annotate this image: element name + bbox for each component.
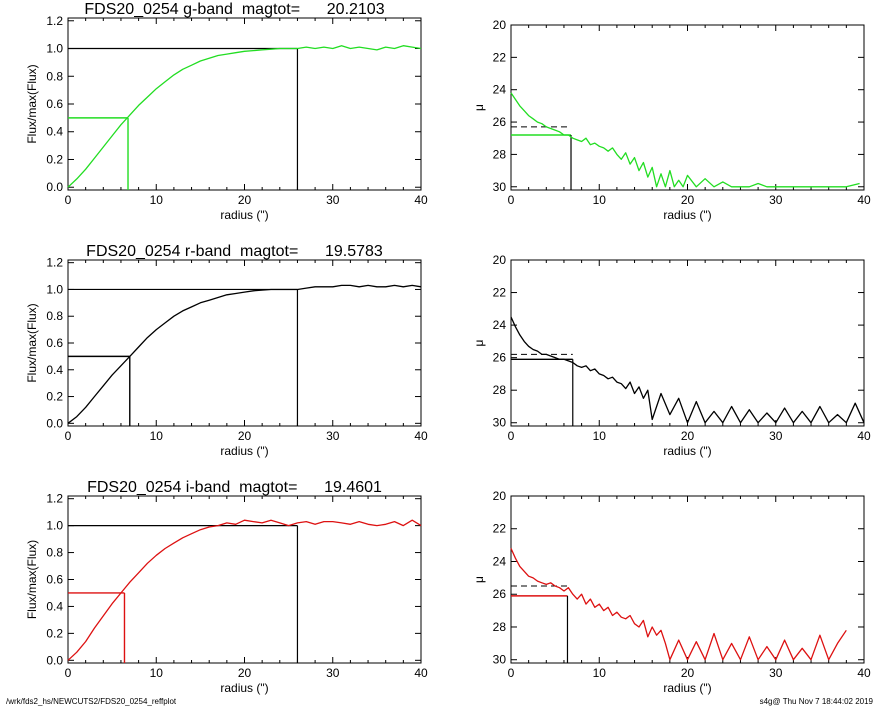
panel-i-growth-ytick-label: 0.6	[46, 573, 63, 587]
panel-r-growth-series-line	[67, 284, 422, 424]
panel-i-surface-brightness-xlabel: radius (")	[663, 681, 711, 695]
panel-r-surface-brightness-frame	[510, 259, 865, 427]
panel-g-growth-xtick-label: 0	[65, 193, 72, 207]
panel-g-surface-brightness-ylabel: μ	[472, 104, 486, 111]
panel-r-surface-brightness-xtick-label: 10	[593, 429, 607, 443]
panel-r-growth-ytick-label: 0.0	[46, 416, 63, 430]
panel-i-growth-frame	[67, 495, 422, 664]
panel-i-growth-ytick-label: 0.4	[46, 599, 63, 613]
panel-g-surface-brightness-xtick-label: 0	[508, 193, 515, 207]
panel-g-surface-brightness-xtick-label: 20	[681, 193, 695, 207]
panel-i-growth-ytick-label: 0.0	[46, 653, 63, 667]
panel-r-surface-brightness-ylabel: μ	[472, 339, 486, 346]
panel-g-surface-brightness-xtick-label: 40	[857, 193, 871, 207]
panel-i-surface-brightness-frame	[510, 495, 865, 664]
panel-r-growth-xtick-label: 20	[238, 429, 252, 443]
panel-i-growth-xtick-label: 30	[326, 666, 340, 680]
panel-r-growth-xtick-label: 40	[414, 429, 428, 443]
panel-r-surface-brightness-ytick-label: 28	[493, 383, 507, 397]
panel-g-growth-ylabel: Flux/max(Flux)	[25, 64, 39, 143]
panel-g-growth-series-line	[67, 45, 422, 188]
panel-r-growth-ytick-label: 1.2	[46, 256, 63, 270]
panel-r-surface-brightness-xtick-label: 30	[769, 429, 783, 443]
panel-r-growth-xtick-label: 0	[65, 429, 72, 443]
panel-g-surface-brightness-ytick-label: 30	[493, 180, 507, 194]
panel-g-growth-xtick-label: 40	[414, 193, 428, 207]
panel-r-surface-brightness-xtick-label: 40	[857, 429, 871, 443]
panel-i-surface-brightness-xtick-label: 30	[769, 666, 783, 680]
panel-i-surface-brightness-ylabel: μ	[472, 576, 486, 583]
panel-i-growth-xtick-label: 0	[65, 666, 72, 680]
panel-r-surface-brightness-ytick-label: 20	[493, 253, 507, 267]
panel-i-growth-xtick-label: 40	[414, 666, 428, 680]
panel-g-surface-brightness-ytick-label: 28	[493, 147, 507, 161]
panel-g-growth-xtick-label: 20	[238, 193, 252, 207]
panel-g-growth-xtick-label: 30	[326, 193, 340, 207]
panel-i-surface-brightness-xtick-label: 0	[508, 666, 515, 680]
panel-i-surface-brightness-ytick-label: 24	[493, 554, 507, 568]
panel-r-surface-brightness-xtick-label: 0	[508, 429, 515, 443]
footer-timestamp: s4g@ Thu Nov 7 18:44:02 2019	[759, 697, 873, 706]
panel-r-surface-brightness-ytick-label: 24	[493, 318, 507, 332]
panel-r-surface-brightness-ytick-label: 26	[493, 351, 507, 365]
footer-file-path: /wrk/fds2_hs/NEWCUTS2/FDS20_0254_reffplo…	[6, 697, 177, 706]
panel-g-surface-brightness-series-line	[510, 92, 860, 188]
panel-i-growth-ytick-label: 0.8	[46, 546, 63, 560]
panel-g-growth-xtick-label: 10	[150, 193, 164, 207]
panel-g-surface-brightness-xtick-label: 30	[769, 193, 783, 207]
panel-g-surface-brightness-ytick-label: 22	[493, 50, 507, 64]
panel-g-surface-brightness-frame	[510, 24, 865, 191]
panel-r-growth-ytick-label: 0.6	[46, 336, 63, 350]
panel-i-surface-brightness-ytick-label: 28	[493, 620, 507, 634]
panel-r-surface-brightness-xtick-label: 20	[681, 429, 695, 443]
panel-i-surface-brightness-ytick-label: 26	[493, 587, 507, 601]
panel-r-growth-xlabel: radius (")	[220, 444, 268, 458]
panel-r-growth-title: FDS20_0254 r-band magtot= 19.5783	[86, 243, 383, 260]
panel-g-growth-ytick-label: 1.0	[46, 42, 63, 56]
panel-g-growth-ytick-label: 0.0	[46, 180, 63, 194]
panel-i-growth-ylabel: Flux/max(Flux)	[25, 540, 39, 619]
panel-r-growth-ytick-label: 0.8	[46, 309, 63, 323]
panel-g-surface-brightness-xlabel: radius (")	[663, 208, 711, 222]
panel-i-growth-xlabel: radius (")	[220, 681, 268, 695]
panel-i-growth-xtick-label: 20	[238, 666, 252, 680]
panel-i-surface-brightness-ytick-label: 22	[493, 522, 507, 536]
panel-r-growth-ytick-label: 1.0	[46, 282, 63, 296]
panel-g-surface-brightness-xtick-label: 10	[593, 193, 607, 207]
panel-r-growth-xtick-label: 30	[326, 429, 340, 443]
panel-r-growth-ylabel: Flux/max(Flux)	[25, 303, 39, 382]
panel-r-growth-ytick-label: 0.2	[46, 390, 63, 404]
panel-r-surface-brightness-ytick-label: 22	[493, 286, 507, 300]
panel-g-growth-ytick-label: 0.8	[46, 69, 63, 83]
panel-g-growth-title: FDS20_0254 g-band magtot= 20.2103	[84, 1, 384, 18]
panel-g-growth-frame	[67, 17, 422, 191]
panel-g-growth-ytick-label: 0.2	[46, 152, 63, 166]
panel-r-growth-xtick-label: 10	[150, 429, 164, 443]
panel-i-surface-brightness-ytick-label: 30	[493, 653, 507, 667]
panel-g-growth-xlabel: radius (")	[220, 208, 268, 222]
panel-i-growth-title: FDS20_0254 i-band magtot= 19.4601	[87, 479, 382, 496]
panel-i-surface-brightness-xtick-label: 20	[681, 666, 695, 680]
panel-i-growth-xtick-label: 10	[150, 666, 164, 680]
panel-r-surface-brightness-ytick-label: 30	[493, 416, 507, 430]
panel-i-growth-ytick-label: 1.2	[46, 492, 63, 506]
panel-i-surface-brightness-series-line	[510, 548, 847, 661]
panel-i-surface-brightness-xtick-label: 40	[857, 666, 871, 680]
panel-r-surface-brightness-xlabel: radius (")	[663, 444, 711, 458]
panel-i-growth-series-line	[67, 519, 422, 661]
panel-g-growth-ytick-label: 0.6	[46, 97, 63, 111]
panel-g-growth-ytick-label: 1.2	[46, 14, 63, 28]
panel-i-growth-ytick-label: 1.0	[46, 519, 63, 533]
panel-g-growth-ytick-label: 0.4	[46, 125, 63, 139]
panel-i-growth-ytick-label: 0.2	[46, 626, 63, 640]
panel-i-surface-brightness-xtick-label: 10	[593, 666, 607, 680]
panel-g-surface-brightness-ytick-label: 24	[493, 83, 507, 97]
panel-i-surface-brightness-ytick-label: 20	[493, 489, 507, 503]
panel-g-surface-brightness-ytick-label: 20	[493, 18, 507, 32]
panel-g-surface-brightness-ytick-label: 26	[493, 115, 507, 129]
panel-r-surface-brightness-series-line	[510, 316, 865, 424]
panel-r-growth-ytick-label: 0.4	[46, 363, 63, 377]
